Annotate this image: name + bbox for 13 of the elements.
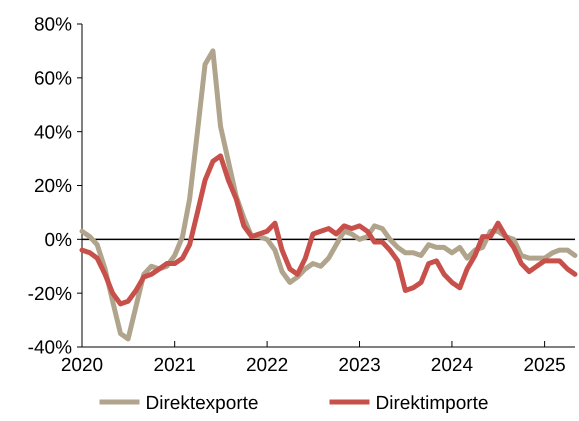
x-tick-label: 2024 — [430, 355, 474, 376]
x-tick-label: 2023 — [338, 355, 381, 376]
y-tick-label: 20% — [34, 176, 72, 198]
y-tick-label: 80% — [34, 14, 72, 36]
legend-label: Direktimporte — [376, 393, 488, 414]
y-tick-label: 0% — [44, 230, 72, 251]
x-tick-label: 2022 — [246, 355, 288, 376]
y-tick-label: -20% — [28, 284, 72, 305]
x-tick-label: 2021 — [154, 355, 196, 376]
y-tick-label: 60% — [34, 68, 72, 90]
x-tick-label: 2025 — [523, 355, 566, 376]
y-tick-label: 40% — [34, 122, 72, 144]
legend-label: Direktexporte — [146, 393, 258, 414]
